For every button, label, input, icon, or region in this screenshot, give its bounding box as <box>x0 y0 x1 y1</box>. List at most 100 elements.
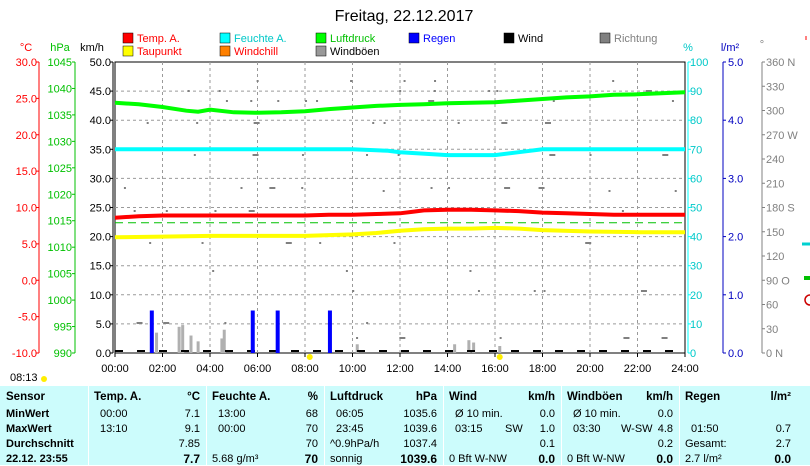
direction-dot <box>393 242 396 244</box>
axis-tick-label-hum: 10 <box>690 319 702 331</box>
direction-dot <box>240 187 243 189</box>
stats-temp-unit: °C <box>187 391 200 403</box>
stats-temp-row: 13:10 9.1 <box>92 422 204 436</box>
legend-swatch <box>219 45 231 57</box>
direction-dot <box>214 210 217 212</box>
unit-rain-label: l/m² <box>721 42 740 54</box>
stats-hum-row: 00:00 70 <box>210 422 322 436</box>
rain-bar <box>149 310 154 353</box>
direction-dot <box>457 122 460 124</box>
direction-dot <box>645 90 652 92</box>
legend-label: Regen <box>423 33 455 45</box>
axis-tick-label-wind: 45.0 <box>90 86 111 98</box>
wind-gust-bar <box>467 340 471 353</box>
axis-tick-label-temp: -5.0 <box>18 312 37 324</box>
direction-dot <box>352 290 355 292</box>
sunrise-marker-icon <box>306 354 313 360</box>
direction-dot <box>285 242 292 244</box>
stats-wind-row-info: Ø 10 min. <box>455 408 503 420</box>
stats-wind-row-value: 1.0 <box>539 423 555 435</box>
stats-hum-row: 13:00 68 <box>210 407 322 421</box>
direction-dot <box>399 337 406 339</box>
direction-dot <box>366 154 369 156</box>
stats-wind-row: 0 Bft W-NW 0.0 <box>447 452 559 466</box>
stats-wind-row-direction: SW <box>505 423 523 435</box>
direction-dot <box>256 80 259 82</box>
stats-press-row: ^0.9hPa/h 1037.4 <box>328 437 441 451</box>
chart-legend: Temp. A. Feuchte A. Luftdruck Regen Wind Rich… <box>122 32 657 58</box>
legend-label: Luftdruck <box>330 33 376 45</box>
stats-wind-column: Wind km/h Ø 10 min. 0.0 03:15 SW 1.0 0.1 0 Bft W… <box>447 386 559 466</box>
axis-tick-label-wind: 20.0 <box>90 232 111 244</box>
marker-sun-icon <box>41 376 47 382</box>
direction-dot <box>193 154 196 156</box>
direction-dot <box>477 290 480 292</box>
x-tick-label: 20:00 <box>576 363 604 375</box>
legend-label: Temp. A. <box>137 33 180 45</box>
stats-gust-row: 0.2 <box>565 437 677 451</box>
stats-temp-column: Temp. A. °C 00:00 7.1 13:10 9.1 7.85 7.7 <box>92 386 204 466</box>
axis-tick-label-hum: 90 <box>690 86 702 98</box>
direction-dot <box>133 210 136 212</box>
axis-tick-label-press: 1045 <box>48 57 72 69</box>
chart-title: Freitag, 22.12.2017 <box>335 8 474 25</box>
axis-tick-label-temp: 10.0 <box>16 203 37 215</box>
direction-dot <box>403 80 406 82</box>
x-tick-label: 08:00 <box>291 363 319 375</box>
right-edge-widget <box>802 36 810 306</box>
axis-tick-label-hum: 60 <box>690 173 702 185</box>
axis-tick-label-wind: 25.0 <box>90 203 111 215</box>
direction-dot <box>543 290 546 292</box>
wind-gust-bar <box>196 341 200 353</box>
legend-label: Richtung <box>614 33 657 45</box>
direction-dot <box>253 122 260 124</box>
stats-sensor-header: Sensor <box>6 391 45 403</box>
stats-gust-row-value: 0.2 <box>657 438 673 450</box>
x-tick-label: 02:00 <box>149 363 177 375</box>
axis-tick-label-wind: 5.0 <box>96 319 111 331</box>
direction-dot <box>448 187 451 189</box>
stats-row-label-max: MaxWert <box>6 423 52 435</box>
stats-rain-title: Regen <box>685 391 721 403</box>
direction-dot <box>589 154 592 156</box>
stats-hum-title: Feuchte A. <box>212 391 271 403</box>
wind-gust-bar <box>181 325 185 353</box>
legend-label: Windchill <box>234 46 278 58</box>
axis-tick-label-rain: 2.0 <box>728 232 743 244</box>
x-tick-label: 18:00 <box>529 363 557 375</box>
direction-dot <box>430 187 433 189</box>
axis-tick-label-press: 1040 <box>48 83 72 95</box>
axis-tick-label-wind: 40.0 <box>90 115 111 127</box>
stats-press-row-value: 1039.6 <box>400 452 437 466</box>
stats-press-row: sonnig 1039.6 <box>328 452 441 466</box>
direction-dot <box>608 190 611 192</box>
legend-swatch <box>503 32 515 44</box>
axis-tick-label-press: 1000 <box>48 295 72 307</box>
stats-row-label-min: MinWert <box>6 408 50 420</box>
direction-dot <box>301 187 304 189</box>
stats-press-row-info: sonnig <box>330 453 363 465</box>
direction-dot <box>671 100 674 102</box>
series-line-luftdruck <box>114 90 686 115</box>
axis-tick-label-press: 995 <box>54 322 72 334</box>
stats-rain-row: Gesamt: 2.7 <box>683 437 795 451</box>
axis-tick-label-hum: 50 <box>690 203 702 215</box>
axis-tick-label-dir: 270 W <box>766 130 798 142</box>
direction-dot <box>674 190 677 192</box>
rain-bars <box>149 310 332 353</box>
stats-rain-row: 2.7 l/m² 0.0 <box>683 452 795 466</box>
direction-dot <box>623 337 630 339</box>
stats-hum-unit: % <box>307 391 318 403</box>
axis-tick-label-hum: 40 <box>690 232 702 244</box>
direction-dot <box>433 90 436 92</box>
direction-dot <box>469 270 472 272</box>
direction-dot <box>218 90 221 92</box>
stats-hum-row-value: 70 <box>304 452 318 466</box>
stats-hum-header: Feuchte A.% <box>210 390 322 406</box>
series-line-feuchtea <box>115 147 685 158</box>
axis-tick-label-temp: 20.0 <box>16 130 37 142</box>
x-tick-label: 14:00 <box>434 363 462 375</box>
stats-press-unit: hPa <box>415 391 437 403</box>
axis-tick-label-dir: 30 <box>766 324 778 336</box>
stats-row-label-current: 22.12. 23:55 <box>6 453 68 465</box>
